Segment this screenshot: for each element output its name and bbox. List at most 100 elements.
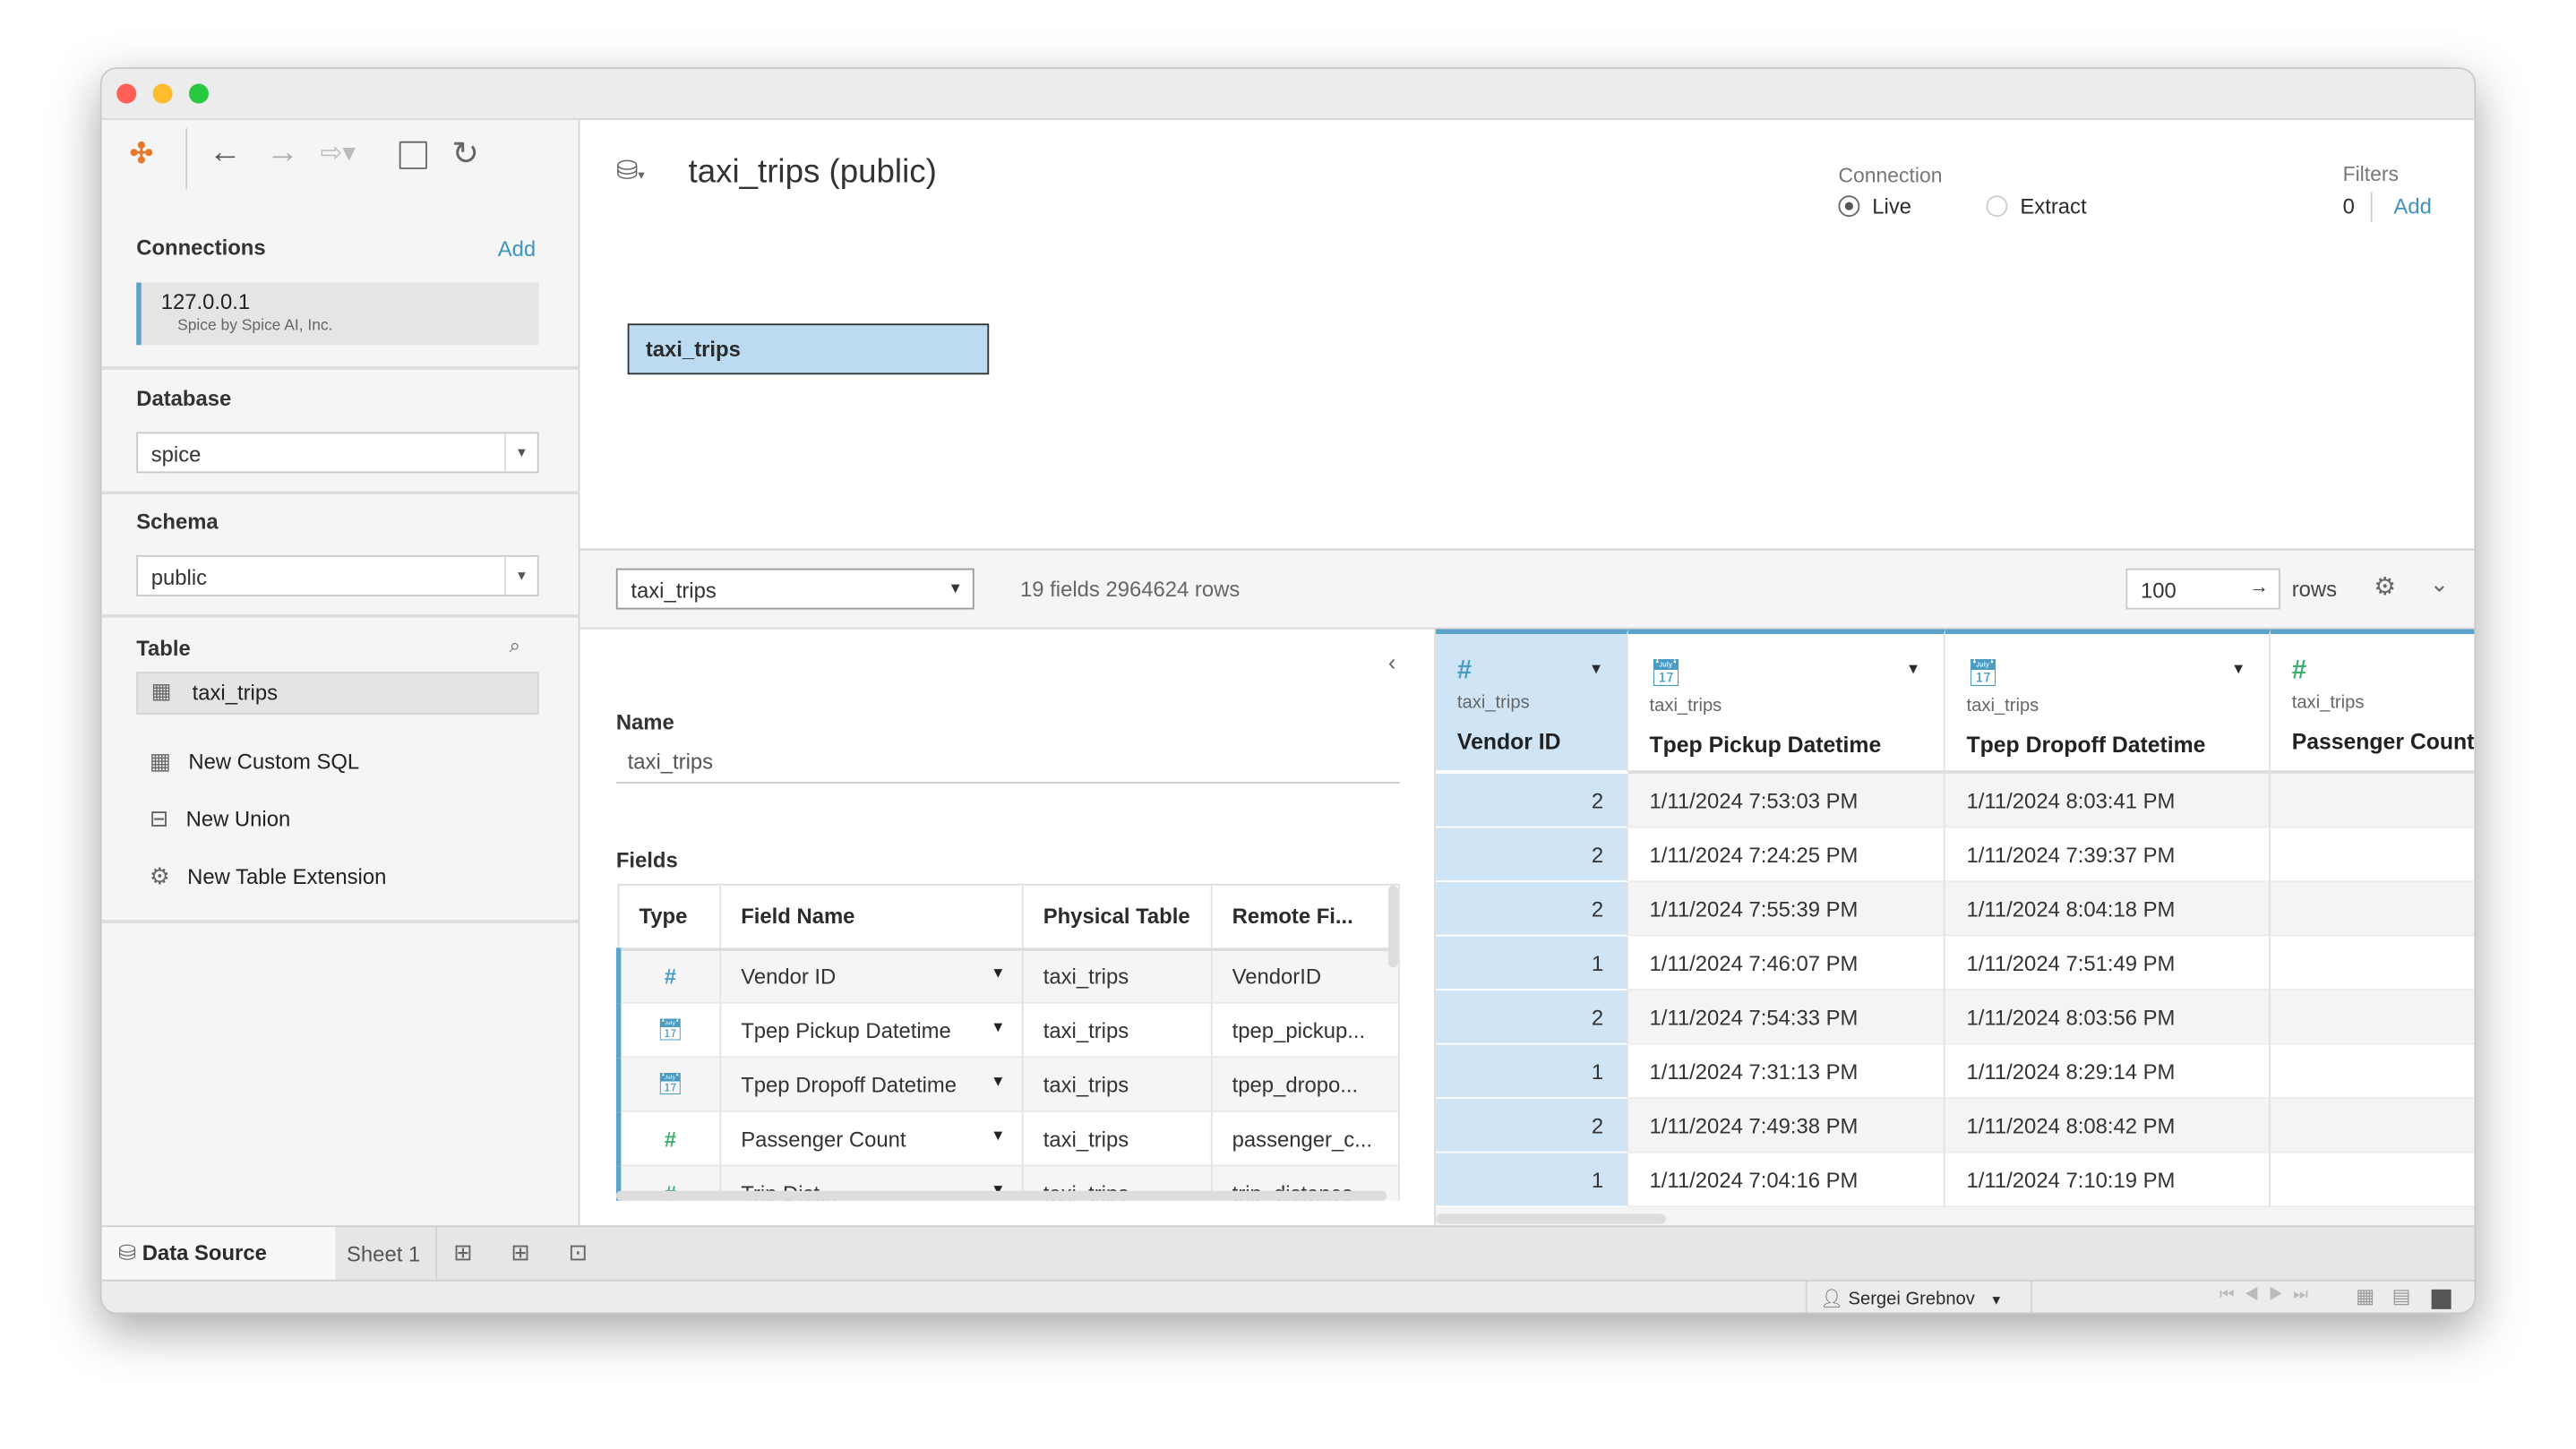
connection-item[interactable]: 127.0.0.1 Spice by Spice AI, Inc. [136,282,539,346]
database-select[interactable]: spice ▼ [136,432,539,474]
grid-cell[interactable] [2270,936,2475,991]
grid-cell[interactable]: 1/11/2024 7:53:03 PM [1627,773,1945,828]
caret-down-icon[interactable]: ▼ [1588,660,1604,677]
grid-column-header[interactable]: # ▼ taxi_trips Vendor ID [1436,629,1628,774]
collapse-chevron-left-icon[interactable]: ‹ [1387,648,1396,675]
grid-cell[interactable]: 1/11/2024 8:29:14 PM [1945,1044,2271,1100]
add-connection-link[interactable]: Add [497,236,537,262]
field-row[interactable]: # Vendor ID ▼ taxi_trips VendorID [615,948,1400,1004]
tab-data-source[interactable]: ⛁ Data Source [101,1227,336,1280]
grid-column-header[interactable]: # taxi_trips Passenger Count [2270,629,2475,774]
horizontal-scrollbar[interactable] [1436,1213,1666,1224]
grid-cell[interactable]: 1 [1436,1153,1628,1208]
schema-select[interactable]: public ▼ [136,554,539,596]
grid-cell[interactable]: 1/11/2024 8:03:41 PM [1945,773,2271,828]
grid-cell[interactable]: 1/11/2024 7:49:38 PM [1627,1099,1945,1153]
arrow-right-icon[interactable]: → [2249,574,2270,598]
user-menu[interactable]: 👤︎ Sergei Grebnov ▼ [1805,1281,2032,1313]
grid-cell[interactable]: 1/11/2024 7:10:19 PM [1945,1153,2271,1208]
caret-down-icon[interactable]: ▼ [2230,660,2246,677]
grid-cell[interactable] [2270,773,2475,828]
grid-cell[interactable] [2270,1044,2475,1100]
canvas-table-box[interactable]: taxi_trips [627,323,990,375]
grid-view-icon[interactable]: ▦ [2356,1284,2375,1308]
back-icon[interactable]: ← [208,134,242,171]
sheet-navigation-icons[interactable]: ⏮◀▶⏭ [2220,1286,2318,1305]
grid-column-header[interactable]: 📅︎ ▼ taxi_trips Tpep Dropoff Datetime [1945,629,2271,774]
caret-down-icon[interactable]: ▼ [991,964,1006,981]
field-name[interactable]: Passenger Count ▼ [720,1110,1024,1167]
grid-cell[interactable]: 1 [1436,936,1628,991]
new-worksheet-icon[interactable]: ⊞ [453,1238,473,1265]
grid-cell[interactable]: 1/11/2024 7:31:13 PM [1627,1044,1945,1100]
live-radio[interactable]: Live [1838,193,1911,219]
grid-cell[interactable]: 1/11/2024 8:08:42 PM [1945,1099,2271,1153]
grid-cell[interactable]: 1/11/2024 7:46:07 PM [1627,936,1945,991]
field-row[interactable]: 📅︎ Tpep Dropoff Datetime ▼ taxi_trips tpep_d… [615,1057,1400,1112]
add-filter-link[interactable]: Add [2393,193,2432,219]
new-dashboard-icon[interactable]: ⊞ [511,1238,530,1265]
grid-cell[interactable]: 2 [1436,990,1628,1045]
grid-cell[interactable]: 2 [1436,1099,1628,1153]
redo-icon[interactable]: ⇨▾ [320,139,356,168]
name-input[interactable]: taxi_trips [615,744,1400,784]
datasource-cylinder-icon[interactable]: ⛁▾ [615,158,645,186]
new-story-icon[interactable]: ⊡ [568,1238,588,1265]
close-window-button[interactable] [116,83,137,104]
save-icon[interactable] [399,141,427,169]
grid-cell[interactable]: 1/11/2024 7:51:49 PM [1945,936,2271,991]
grid-cell[interactable] [2270,1099,2475,1153]
horizontal-scrollbar[interactable] [615,1190,1387,1201]
new-custom-sql-item[interactable]: ▦ New Custom SQL [150,748,359,777]
caret-down-icon[interactable]: ▼ [991,1126,1006,1143]
grid-cell[interactable]: 1/11/2024 7:04:16 PM [1627,1153,1945,1208]
field-name[interactable]: Vendor ID ▼ [720,948,1024,1004]
refresh-icon[interactable]: ↻ [451,136,480,173]
tabs-view-icon[interactable] [2431,1289,2451,1309]
grid-cell[interactable] [2270,1153,2475,1208]
field-type[interactable]: 📅︎ [615,1002,722,1059]
chevron-down-icon[interactable]: ⌄ [2429,570,2450,596]
field-row[interactable]: 📅︎ Tpep Pickup Datetime ▼ taxi_trips tpep_pi… [615,1002,1400,1059]
tab-sheet-1[interactable]: Sheet 1 [335,1227,437,1280]
grid-cell[interactable]: 1/11/2024 7:39:37 PM [1945,827,2271,882]
grid-cell[interactable]: 1 [1436,1044,1628,1100]
zoom-window-button[interactable] [188,83,209,104]
new-union-item[interactable]: ⊟ New Union [150,805,290,835]
grid-column-header[interactable]: 📅︎ ▼ taxi_trips Tpep Pickup Datetime [1627,629,1945,774]
field-type[interactable]: 📅︎ [615,1057,722,1112]
caret-down-icon[interactable]: ▼ [991,1017,1006,1034]
search-icon[interactable]: ⌕ [509,634,520,657]
minimize-window-button[interactable] [152,83,173,104]
table-select[interactable]: taxi_trips ▼ [615,568,975,610]
gear-icon[interactable]: ⚙ [2374,573,2397,602]
extract-radio[interactable]: Extract [1986,193,2087,219]
field-name[interactable]: Tpep Pickup Datetime ▼ [720,1002,1024,1059]
grid-cell[interactable] [2270,990,2475,1045]
grid-cell[interactable]: 1/11/2024 7:24:25 PM [1627,827,1945,882]
grid-cell[interactable] [2270,827,2475,882]
vertical-scrollbar[interactable] [1387,885,1398,968]
filmstrip-view-icon[interactable]: ▤ [2391,1284,2411,1308]
forward-icon[interactable]: → [266,134,299,171]
caret-down-icon[interactable]: ▼ [991,1071,1006,1089]
grid-cell[interactable]: 2 [1436,773,1628,828]
grid-cell[interactable] [2270,881,2475,937]
caret-down-icon[interactable]: ▼ [1905,660,1921,677]
field-row[interactable]: # Passenger Count ▼ taxi_trips passenger_c..… [615,1110,1400,1167]
grid-cell[interactable]: 2 [1436,881,1628,937]
grid-cell[interactable]: 1/11/2024 7:54:33 PM [1627,990,1945,1045]
col-field-name[interactable]: Field Name [720,884,1024,951]
rows-input[interactable]: 100 → [2125,568,2280,610]
new-table-extension-item[interactable]: ⚙ New Table Extension [150,862,386,892]
grid-cell[interactable]: 1/11/2024 8:04:18 PM [1945,881,2271,937]
datasource-title[interactable]: taxi_trips (public) [688,154,937,191]
table-item-taxi-trips[interactable]: ▦ taxi_trips [136,672,539,715]
col-physical-table[interactable]: Physical Table [1022,884,1213,951]
field-name[interactable]: Tpep Dropoff Datetime ▼ [720,1057,1024,1112]
field-type[interactable]: # [615,1110,722,1167]
field-type[interactable]: # [615,948,722,1004]
grid-cell[interactable]: 1/11/2024 8:03:56 PM [1945,990,2271,1045]
tableau-logo-icon[interactable]: ✣ [129,138,154,169]
grid-cell[interactable]: 1/11/2024 7:55:39 PM [1627,881,1945,937]
